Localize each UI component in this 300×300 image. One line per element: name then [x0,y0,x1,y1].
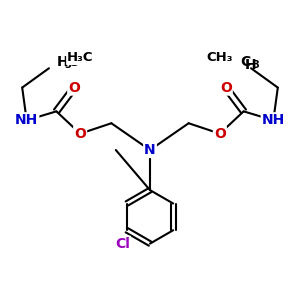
Text: Cl: Cl [115,237,130,250]
Text: O: O [68,81,80,94]
Text: O: O [74,127,86,141]
Text: H: H [244,58,256,72]
Text: O: O [214,127,226,141]
Text: H₃C: H₃C [67,51,93,64]
Text: C: C [68,55,78,69]
Text: CH₃: CH₃ [207,51,233,64]
Text: 3: 3 [252,60,259,70]
Text: N: N [144,143,156,157]
Text: H: H [56,55,68,69]
Text: NH: NH [262,113,285,127]
Text: NH: NH [15,113,38,127]
Text: 3: 3 [64,60,71,70]
Text: C: C [240,55,250,69]
Text: O: O [220,81,232,94]
